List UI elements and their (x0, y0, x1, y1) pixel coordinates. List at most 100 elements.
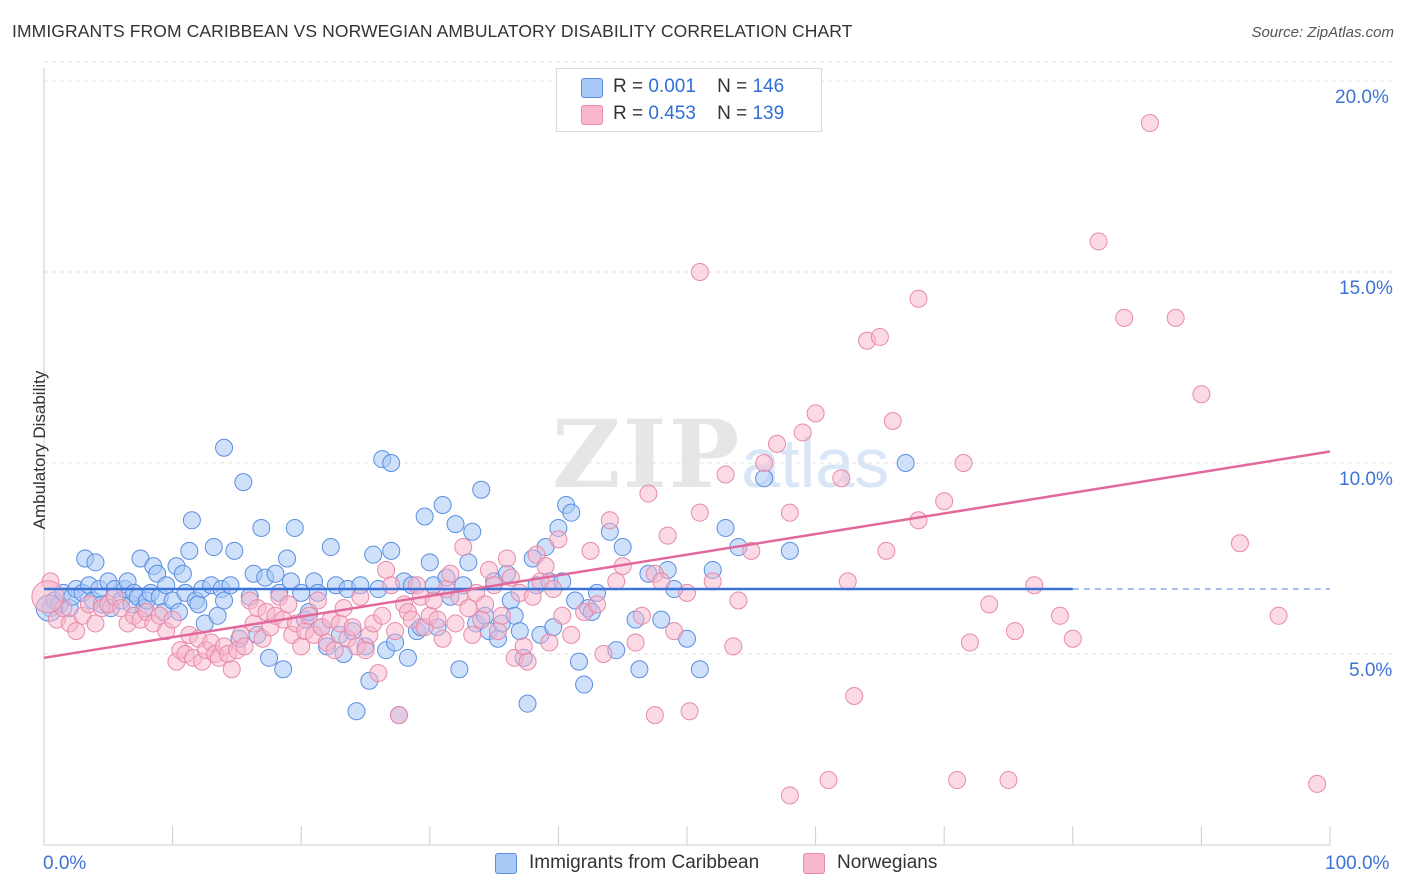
norwegian-point (716, 465, 735, 484)
norwegian-point (742, 541, 761, 560)
norwegian-point (626, 633, 645, 652)
caribbean-points (35, 438, 915, 725)
legend-r-value: 0.453 (648, 103, 696, 124)
caribbean-point (364, 545, 383, 564)
legend-swatch-pink (581, 105, 603, 125)
caribbean-point (780, 541, 799, 560)
caribbean-point (173, 564, 192, 583)
caribbean-point (652, 610, 671, 629)
caribbean-point (755, 469, 774, 488)
norwegian-point (1063, 629, 1082, 648)
norwegian-point (235, 637, 254, 656)
norwegian-point (1089, 232, 1108, 251)
norwegian-point (488, 622, 507, 641)
y-tick-label: 10.0% (1339, 469, 1393, 490)
caribbean-point (420, 553, 439, 572)
norwegian-point (386, 622, 405, 641)
norwegian-trend-line (43, 450, 1331, 660)
caribbean-point (450, 660, 469, 679)
legend-label-norwegians: Norwegians (837, 852, 938, 873)
norwegian-point (163, 610, 182, 629)
norwegian-point (658, 526, 677, 545)
caribbean-point (215, 438, 234, 457)
caribbean-point (575, 675, 594, 694)
norwegian-point (459, 599, 478, 618)
caribbean-point (562, 503, 581, 522)
norwegian-point (377, 560, 396, 579)
caribbean-point (234, 473, 253, 492)
norwegian-point (523, 587, 542, 606)
norwegian-point (935, 492, 954, 511)
norwegian-point (883, 411, 902, 430)
norwegian-point (463, 625, 482, 644)
legend-swatch-pink (803, 853, 825, 874)
norwegian-point (729, 591, 748, 610)
norwegian-point (472, 610, 491, 629)
norwegian-point (1269, 606, 1288, 625)
norwegian-point (1050, 606, 1069, 625)
norwegian-point (832, 469, 851, 488)
norwegian-point (999, 771, 1018, 790)
caribbean-point (278, 549, 297, 568)
caribbean-point (398, 648, 417, 667)
norwegian-point (433, 629, 452, 648)
caribbean-point (463, 522, 482, 541)
caribbean-point (716, 518, 735, 537)
norwegian-point (652, 572, 671, 591)
norwegian-point (690, 263, 709, 281)
norwegian-point (819, 771, 838, 790)
norwegian-point (639, 484, 658, 503)
legend-label-caribbean: Immigrants from Caribbean (529, 852, 760, 873)
norwegian-point (838, 572, 857, 591)
caribbean-point (433, 496, 452, 515)
norwegian-point (587, 595, 606, 614)
correlation-legend: R = 0.001 N = 146 R = 0.453 N = 139 (556, 68, 822, 132)
caribbean-point (208, 606, 227, 625)
caribbean-point (285, 518, 304, 537)
chart-title: IMMIGRANTS FROM CARIBBEAN VS NORWEGIAN A… (12, 21, 853, 41)
norwegian-point (536, 557, 555, 576)
norwegian-point (382, 576, 401, 595)
caribbean-point (86, 553, 105, 572)
norwegian-point (1140, 114, 1159, 133)
caribbean-point (446, 515, 465, 534)
norwegian-point (678, 583, 696, 602)
caribbean-point (510, 622, 529, 641)
norwegian-point (222, 660, 241, 679)
norwegian-point (724, 637, 743, 656)
legend-r-label: R = (613, 103, 644, 124)
norwegian-point (549, 530, 568, 549)
norwegian-point (325, 641, 344, 660)
y-tick-label: 15.0% (1339, 278, 1393, 299)
norwegian-point (540, 633, 559, 652)
norwegian-point (607, 572, 626, 591)
norwegian-point (308, 591, 327, 610)
caribbean-point (189, 595, 208, 614)
legend-n-value: 146 (752, 76, 785, 97)
caribbean-point (613, 538, 632, 557)
norwegian-point (1115, 308, 1134, 327)
caribbean-point (225, 541, 244, 560)
norwegian-point (31, 580, 65, 614)
y-axis-label: Ambulatory Disability (30, 370, 49, 530)
norwegian-point (279, 595, 298, 614)
caribbean-point (321, 538, 340, 557)
norwegian-point (780, 503, 799, 522)
norwegian-point (1192, 385, 1211, 404)
caribbean-point (382, 541, 401, 560)
caribbean-point (630, 660, 649, 679)
norwegian-point (454, 538, 473, 557)
legend-n-label: N = (717, 76, 748, 97)
norwegian-point (877, 541, 896, 560)
caribbean-point (221, 576, 240, 595)
norwegian-point (553, 606, 572, 625)
caribbean-point (260, 648, 279, 667)
caribbean-point (274, 660, 293, 679)
norwegian-point (806, 404, 825, 423)
caribbean-point (569, 652, 588, 671)
norwegian-point (441, 564, 460, 583)
legend-n-label: N = (717, 103, 748, 124)
axes (43, 68, 1331, 846)
norwegian-point (960, 633, 979, 652)
